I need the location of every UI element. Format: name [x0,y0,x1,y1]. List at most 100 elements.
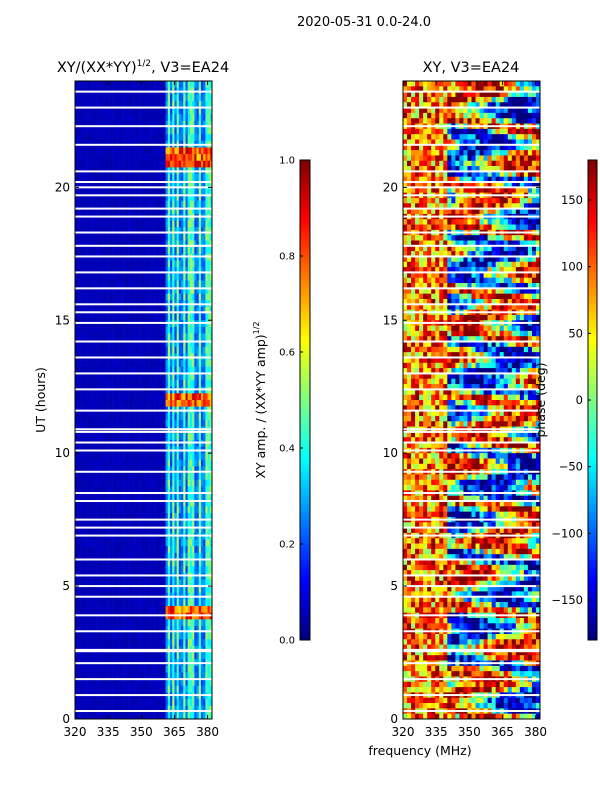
heatmap-cell [81,519,85,527]
heatmap-cell [141,519,144,527]
heatmap-cell [92,326,96,334]
heatmap-cell [112,267,116,275]
heatmap-cell [112,114,116,122]
heatmap-cell [196,154,200,162]
heatmap-cell [97,306,100,314]
heatmap-cell [90,81,93,88]
heatmap-cell [152,453,155,461]
heatmap-cell [103,366,107,374]
heatmap-cell [174,512,177,520]
heatmap-cell [163,127,166,135]
heatmap-cell [86,287,89,294]
heatmap-cell [83,413,87,421]
heatmap-cell [174,160,177,168]
heatmap-cell [97,419,100,427]
heatmap-cell [116,247,120,255]
heatmap-cell [189,306,193,314]
heatmap-cell [176,280,180,288]
heatmap-cell [196,174,200,181]
heatmap-cell [192,193,195,201]
heatmap-cell [119,419,122,427]
heatmap-cell [119,599,122,607]
heatmap-cell [83,346,87,354]
heatmap-cell [209,433,212,441]
heatmap-cell [99,267,102,275]
heatmap-cell [121,100,124,108]
heatmap-cell [194,207,197,215]
heatmap-cell [108,326,111,334]
heatmap-cell [125,180,129,188]
heatmap-cell [178,346,182,354]
heatmap-cell [81,114,85,122]
heatmap-cell [75,273,78,281]
heatmap-cell [154,220,158,228]
heatmap-cell [79,273,82,281]
heatmap-cell [86,293,89,301]
heatmap-cell [207,493,211,500]
heatmap-cell [209,599,212,607]
heatmap-cell [125,220,129,228]
heatmap-cell [83,526,87,534]
heatmap-cell [114,586,118,594]
heatmap-cell [200,120,204,128]
heatmap-cell [99,526,102,534]
heatmap-cell [170,419,173,427]
heatmap-cell [200,127,204,135]
heatmap-cell [176,433,180,441]
heatmap-cell [152,519,155,527]
heatmap-cell [189,247,193,255]
heatmap-cell [81,287,85,294]
heatmap-cell [132,606,135,613]
heatmap-cell [75,579,78,587]
heatmap-cell [130,459,133,467]
heatmap-cell [136,134,140,142]
heatmap-cell [194,499,197,507]
heatmap-cell [200,526,204,534]
heatmap-cell [172,233,175,241]
heatmap-cell [185,552,188,560]
heatmap-cell [156,280,160,288]
heatmap-cell [119,220,122,228]
heatmap-cell [161,433,164,441]
heatmap-cell [207,313,211,321]
heatmap-cell [90,366,93,374]
heatmap-cell [163,340,166,348]
heatmap-cell [145,247,149,255]
heatmap-cell [88,373,91,381]
heatmap-cell [105,114,109,122]
heatmap-cell [77,107,80,115]
heatmap-cell [163,519,166,527]
heatmap-cell [103,273,107,281]
heatmap-cell [181,373,184,381]
heatmap-cell [116,174,120,181]
heatmap-cell [134,333,138,341]
heatmap-cell [161,493,164,500]
heatmap-cell [183,473,186,481]
heatmap-cell [92,100,96,108]
heatmap-cell [209,499,212,507]
heatmap-cell [112,419,116,427]
heatmap-cell [150,200,153,208]
heatmap-cell [75,247,78,255]
heatmap-cell [134,552,138,560]
heatmap-cell [101,160,105,168]
heatmap-cell [92,419,96,427]
heatmap-cell [196,360,200,368]
heatmap-cell [97,466,100,474]
heatmap-cell [167,526,171,534]
heatmap-cell [187,340,191,348]
heatmap-cell [114,180,118,188]
heatmap-cell [150,546,153,554]
heatmap-cell [152,479,155,487]
heatmap-cell [88,506,91,514]
heatmap-cell [178,147,182,155]
heatmap-cell [125,566,129,574]
heatmap-cell [181,579,184,587]
heatmap-cell [176,373,180,381]
heatmap-cell [209,94,212,102]
heatmap-cell [116,413,120,421]
heatmap-cell [174,400,177,407]
heatmap-cell [145,134,149,142]
heatmap-cell [128,360,131,368]
heatmap-cell [185,260,188,268]
